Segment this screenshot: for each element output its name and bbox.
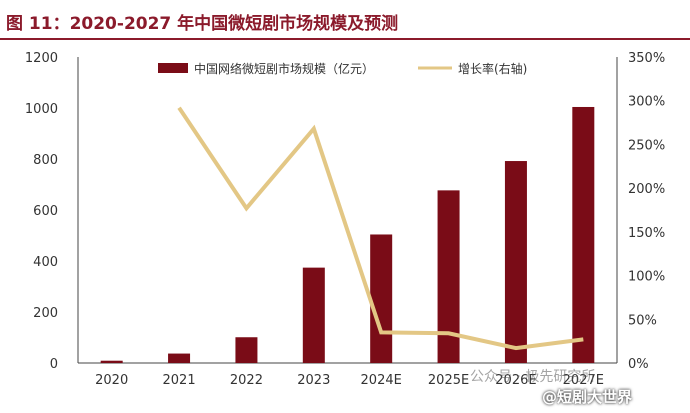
bar-2022 [235,337,258,363]
watermark-account: 公众号 · 极先研究所 [470,369,596,385]
x-tick-label: 2020 [95,373,128,388]
y-left-tick-label: 800 [33,153,58,168]
y-right-tick-label: 200% [628,182,665,197]
x-tick-label: 2022 [230,373,263,388]
x-tick-label: 2026E [495,373,536,388]
y-left-tick-label: 1200 [25,51,58,66]
y-right-tick-label: 0% [628,357,649,372]
bar-2027E [572,106,595,363]
bar-2026E [504,161,527,363]
chart-title: 图 11：2020-2027 年中国微短剧市场规模及预测 [6,14,399,34]
y-left-tick-label: 400 [33,255,58,270]
legend-bar-swatch [158,63,188,73]
x-tick-label: 2023 [297,373,330,388]
watermark-handle: @短剧大世界 [542,388,633,406]
y-left-tick-label: 600 [33,204,58,219]
bar-2025E [437,190,460,363]
y-left-tick-label: 1000 [25,102,58,117]
title-rule [0,38,690,40]
x-tick-label: 2027E [563,373,604,388]
y-right-tick-label: 100% [628,270,665,285]
y-right-tick-label: 350% [628,51,665,66]
bar-2023 [302,267,325,363]
y-left-tick-label: 200 [33,306,58,321]
y-right-tick-label: 250% [628,138,665,153]
y-left-tick-label: 0 [50,357,58,372]
bar-2021 [168,353,191,363]
legend-line-label: 增长率(右轴) [458,61,527,76]
x-tick-label: 2021 [163,373,196,388]
bar-2024E [370,234,393,363]
legend-bar-label: 中国网络微短剧市场规模（亿元） [194,61,374,76]
x-tick-label: 2025E [428,373,469,388]
x-tick-label: 2024E [361,373,402,388]
y-right-tick-label: 150% [628,226,665,241]
y-right-tick-label: 50% [628,313,657,328]
y-right-tick-label: 300% [628,95,665,110]
bar-2020 [100,360,123,363]
